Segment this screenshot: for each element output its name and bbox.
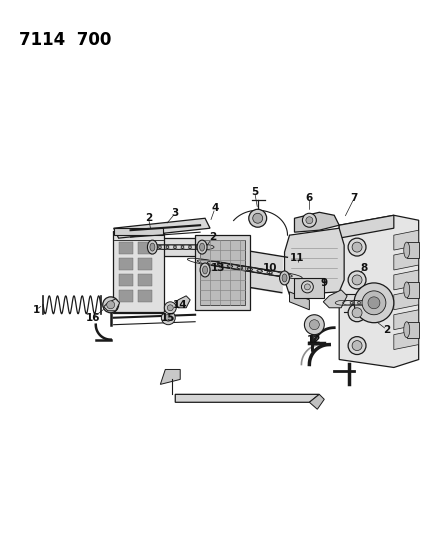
Circle shape [161, 311, 175, 325]
Polygon shape [394, 270, 419, 290]
Polygon shape [285, 228, 344, 295]
Ellipse shape [279, 271, 289, 285]
Ellipse shape [404, 282, 410, 298]
Polygon shape [394, 250, 419, 270]
Circle shape [354, 283, 394, 322]
Circle shape [352, 341, 362, 351]
Polygon shape [114, 228, 163, 235]
Text: 1: 1 [33, 305, 40, 315]
Circle shape [368, 297, 380, 309]
Circle shape [348, 238, 366, 256]
FancyBboxPatch shape [113, 231, 164, 313]
Polygon shape [114, 218, 210, 238]
Circle shape [352, 308, 362, 318]
Text: 14: 14 [173, 300, 187, 310]
Polygon shape [407, 242, 419, 258]
Ellipse shape [282, 274, 287, 282]
Polygon shape [394, 290, 419, 310]
Circle shape [348, 337, 366, 354]
Polygon shape [339, 215, 394, 238]
Text: 13: 13 [211, 263, 225, 273]
Circle shape [309, 320, 319, 330]
Circle shape [301, 281, 313, 293]
Text: 10: 10 [262, 263, 277, 273]
Text: 3: 3 [172, 208, 179, 219]
Circle shape [107, 301, 115, 309]
Circle shape [348, 271, 366, 289]
Polygon shape [394, 230, 419, 250]
Text: 7114  700: 7114 700 [19, 31, 112, 49]
Circle shape [253, 213, 263, 223]
Text: 16: 16 [86, 313, 100, 323]
Ellipse shape [147, 240, 158, 254]
Ellipse shape [200, 263, 210, 277]
Polygon shape [104, 299, 119, 311]
Circle shape [249, 209, 267, 227]
Circle shape [165, 314, 172, 321]
Circle shape [103, 297, 119, 313]
FancyBboxPatch shape [139, 242, 152, 254]
Polygon shape [309, 394, 324, 409]
Ellipse shape [199, 243, 205, 251]
Text: 4: 4 [211, 203, 219, 213]
FancyBboxPatch shape [119, 274, 133, 286]
FancyBboxPatch shape [200, 240, 245, 305]
Text: 8: 8 [360, 263, 368, 273]
FancyBboxPatch shape [139, 258, 152, 270]
Circle shape [304, 315, 324, 335]
Polygon shape [289, 292, 309, 310]
Text: 11: 11 [290, 253, 305, 263]
Circle shape [352, 242, 362, 252]
Circle shape [304, 284, 310, 290]
Polygon shape [294, 278, 324, 298]
Circle shape [306, 217, 313, 224]
Polygon shape [407, 322, 419, 337]
Polygon shape [175, 394, 319, 402]
Text: 2: 2 [383, 325, 390, 335]
Text: 6: 6 [306, 193, 313, 204]
Polygon shape [407, 282, 419, 298]
Text: 2: 2 [209, 232, 217, 242]
Ellipse shape [404, 242, 410, 258]
Polygon shape [339, 215, 419, 367]
Polygon shape [323, 290, 347, 308]
FancyBboxPatch shape [195, 235, 250, 310]
Circle shape [303, 213, 316, 227]
Ellipse shape [197, 240, 207, 254]
FancyBboxPatch shape [119, 242, 133, 254]
FancyBboxPatch shape [119, 258, 133, 270]
Circle shape [348, 304, 366, 322]
Text: 12: 12 [307, 335, 321, 345]
Text: 7: 7 [351, 193, 358, 204]
Circle shape [164, 302, 176, 314]
Polygon shape [394, 330, 419, 350]
Polygon shape [294, 212, 339, 232]
Text: 5: 5 [251, 188, 259, 197]
Ellipse shape [404, 322, 410, 337]
Ellipse shape [202, 266, 208, 274]
Text: 9: 9 [321, 278, 328, 288]
Circle shape [362, 291, 386, 315]
Circle shape [352, 275, 362, 285]
Circle shape [167, 305, 173, 311]
FancyBboxPatch shape [119, 290, 133, 302]
Polygon shape [174, 296, 190, 308]
Polygon shape [394, 310, 419, 330]
Text: 15: 15 [161, 313, 175, 323]
Ellipse shape [150, 243, 155, 251]
Text: 2: 2 [145, 213, 152, 223]
FancyBboxPatch shape [139, 274, 152, 286]
FancyBboxPatch shape [139, 290, 152, 302]
Polygon shape [160, 369, 180, 384]
